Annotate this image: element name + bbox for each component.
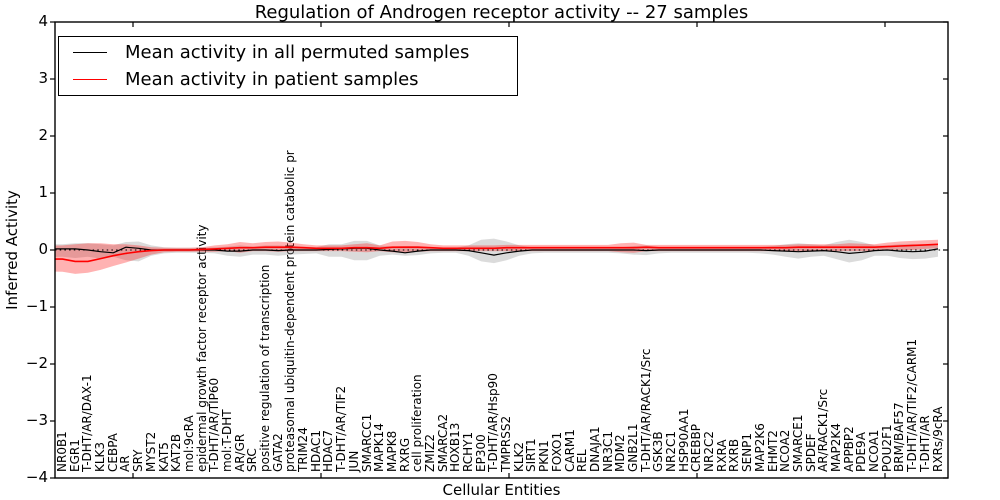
permuted-range-band <box>55 238 938 264</box>
x-axis-label: Cellular Entities <box>442 481 561 499</box>
y-tick-label: 2 <box>38 126 48 144</box>
patient-line-sample-icon <box>73 78 107 80</box>
y-tick-label: 1 <box>38 183 48 201</box>
y-tick-label: 4 <box>38 12 48 30</box>
patient-mean-line <box>55 243 939 263</box>
y-tick-label: −2 <box>25 354 48 372</box>
y-tick-label: 3 <box>38 69 48 87</box>
legend-item-permuted: Mean activity in all permuted samples <box>73 42 517 63</box>
legend: Mean activity in all permuted samples Me… <box>58 36 518 96</box>
y-tick-label: −1 <box>25 297 48 315</box>
legend-label-permuted: Mean activity in all permuted samples <box>125 42 470 64</box>
y-tick-label: −3 <box>25 411 48 429</box>
chart-title: Regulation of Androgen receptor activity… <box>254 2 749 23</box>
legend-item-patient: Mean activity in patient samples <box>73 69 517 90</box>
y-tick-label: −4 <box>25 468 48 486</box>
y-tick-label: 0 <box>38 240 48 258</box>
permuted-line-sample-icon <box>73 52 107 54</box>
legend-label-patient: Mean activity in patient samples <box>125 68 419 90</box>
